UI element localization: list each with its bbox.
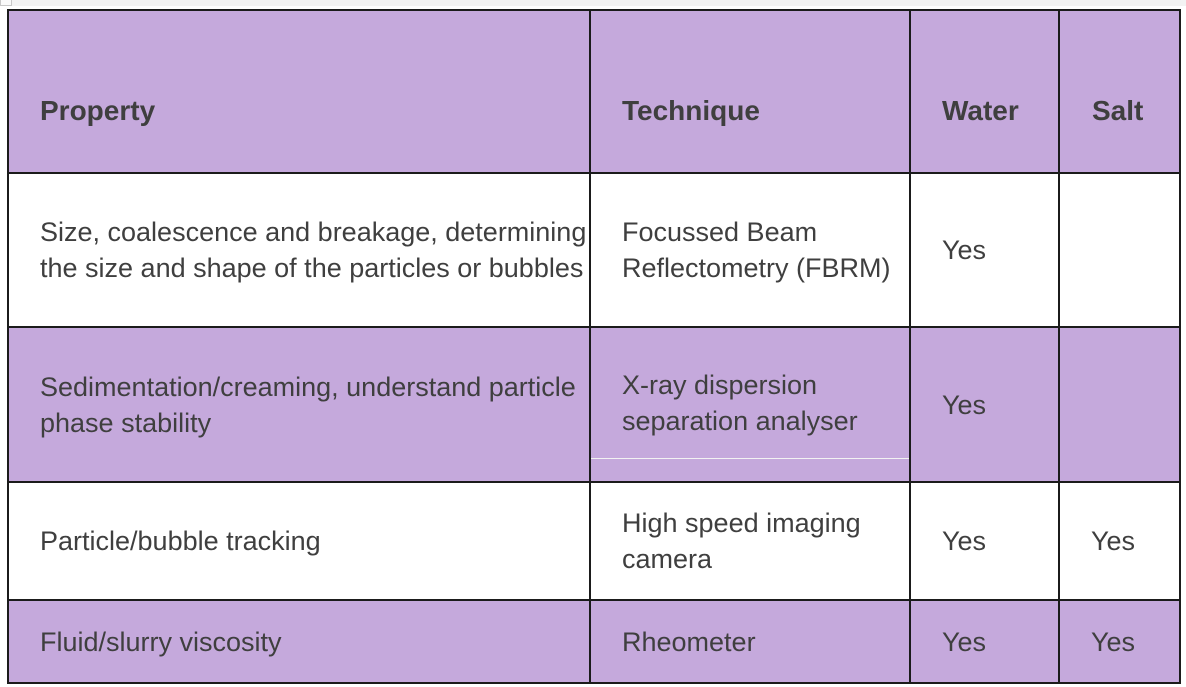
- header-water: Water: [909, 9, 1060, 174]
- property-cell: Size, coalescence and breakage, determin…: [7, 172, 591, 328]
- technique-cell: Focussed Beam Reflectometry (FBRM): [589, 172, 911, 328]
- salt-cell: Yes: [1058, 599, 1181, 684]
- table-row: Size, coalescence and breakage, determin…: [7, 172, 1181, 328]
- cell-divider-line: [591, 458, 909, 459]
- water-cell: Yes: [909, 481, 1060, 601]
- technique-cell: X-ray dispersion separation analyser: [589, 326, 911, 483]
- technique-cell: High speed imaging camera: [589, 481, 911, 601]
- window-top-strip: [0, 0, 1186, 6]
- techniques-table: Property Technique Water Salt Size, coal…: [7, 9, 1181, 684]
- property-cell: Sedimentation/creaming, understand parti…: [7, 326, 591, 483]
- property-cell: Fluid/slurry viscosity: [7, 599, 591, 684]
- technique-text: X-ray dispersion separation analyser: [622, 369, 858, 436]
- water-cell: Yes: [909, 326, 1060, 483]
- technique-cell: Rheometer: [589, 599, 911, 684]
- table-row: Sedimentation/creaming, understand parti…: [7, 326, 1181, 483]
- header-technique: Technique: [589, 9, 911, 174]
- salt-cell: [1058, 172, 1181, 328]
- header-salt: Salt: [1058, 9, 1181, 174]
- salt-cell: [1058, 326, 1181, 483]
- property-cell: Particle/bubble tracking: [7, 481, 591, 601]
- header-property: Property: [7, 9, 591, 174]
- water-cell: Yes: [909, 172, 1060, 328]
- water-cell: Yes: [909, 599, 1060, 684]
- select-all-corner[interactable]: [0, 0, 12, 6]
- table-row: Fluid/slurry viscosity Rheometer Yes Yes: [7, 599, 1181, 684]
- table-header-row: Property Technique Water Salt: [7, 9, 1181, 174]
- table-row: Particle/bubble tracking High speed imag…: [7, 481, 1181, 601]
- salt-cell: Yes: [1058, 481, 1181, 601]
